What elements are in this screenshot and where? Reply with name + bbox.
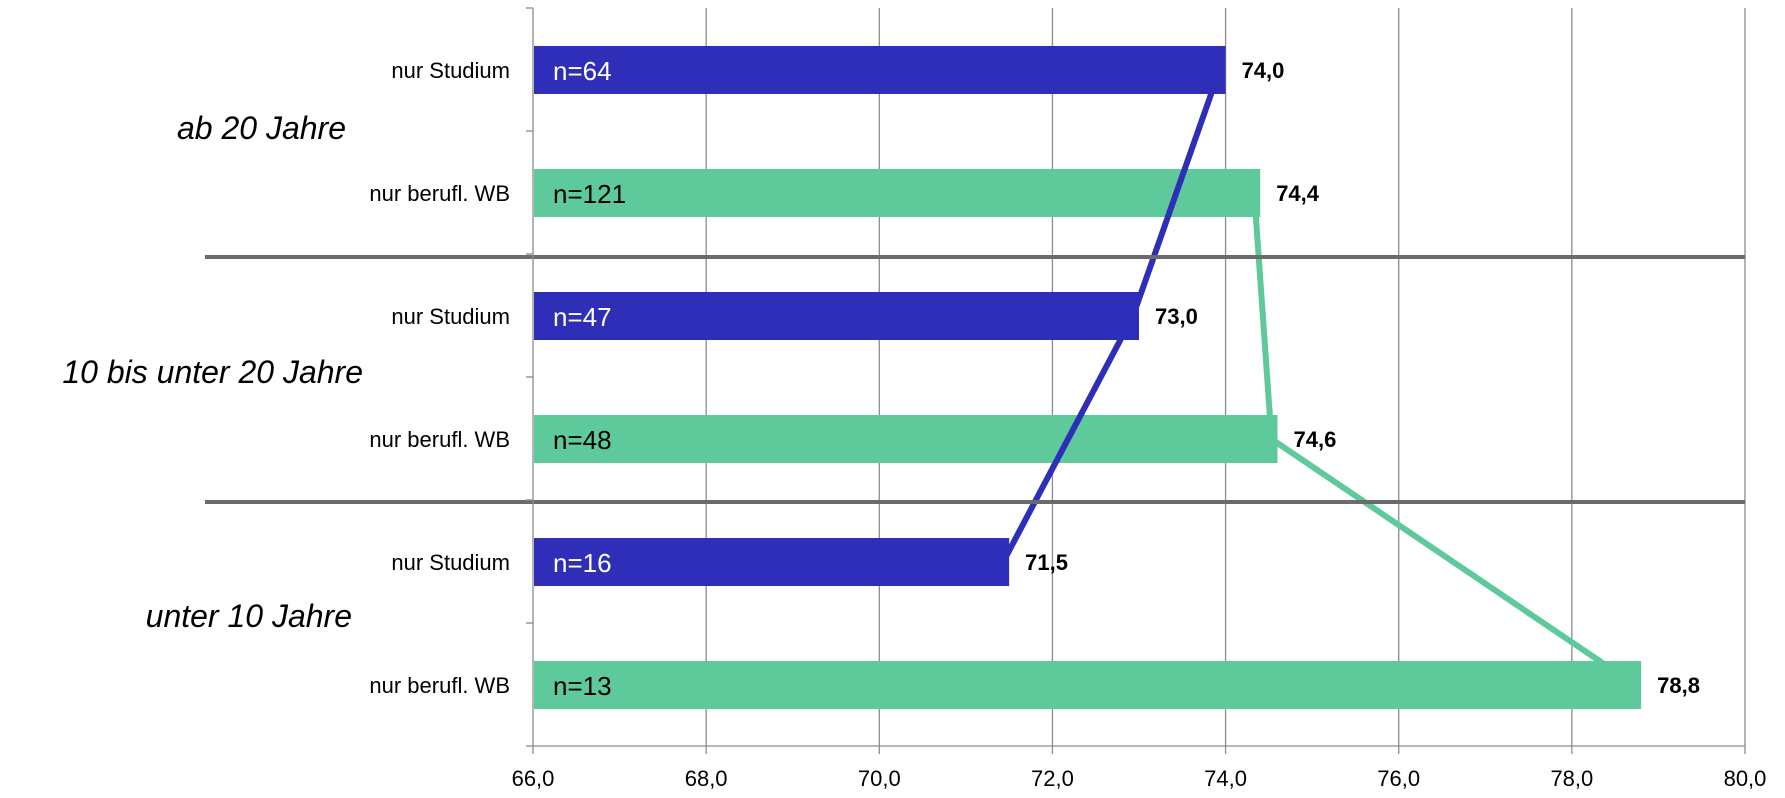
x-tick-label: 68,0 [685,766,728,791]
value-label: 73,0 [1155,304,1198,329]
bars [534,46,1642,709]
category-label: nur berufl. WB [369,181,510,206]
bar-studium [534,538,1010,586]
connector-line [1000,69,1223,564]
value-label: 71,5 [1025,550,1068,575]
axes [526,7,1746,754]
x-tick-label: 70,0 [858,766,901,791]
value-label: 74,0 [1242,58,1285,83]
n-label: n=16 [553,548,612,578]
category-label: nur Studium [391,58,510,83]
n-label: n=47 [553,302,612,332]
n-label: n=64 [553,56,612,86]
x-tick-label: 66,0 [512,766,555,791]
n-label: n=121 [553,179,626,209]
group-label: ab 20 Jahre [177,110,346,146]
category-label: nur Studium [391,550,510,575]
value-label: 74,6 [1294,427,1337,452]
bar-berufl-wb [534,661,1642,709]
connector-line [1251,192,1637,688]
n-label: n=13 [553,671,612,701]
labels: 66,0 68,0 70,0 72,0 74,0 76,0 78,0 80,0 nur Stud… [62,56,1766,791]
category-label: nur berufl. WB [369,673,510,698]
group-label: 10 bis unter 20 Jahre [62,354,363,390]
value-label: 74,4 [1276,181,1320,206]
value-label: 78,8 [1657,673,1700,698]
bar-studium [534,46,1226,94]
group-separators [205,255,1745,504]
connector-lines [1000,69,1637,688]
x-tick-label: 76,0 [1377,766,1420,791]
x-tick-label: 78,0 [1550,766,1593,791]
x-tick-label: 72,0 [1031,766,1074,791]
grid-lines [705,8,1746,746]
group-label: unter 10 Jahre [146,598,352,634]
x-tick-label: 80,0 [1724,766,1767,791]
x-tick-label: 74,0 [1204,766,1247,791]
category-label: nur Studium [391,304,510,329]
bar-berufl-wb [534,415,1278,463]
bar-berufl-wb [534,169,1261,217]
category-label: nur berufl. WB [369,427,510,452]
bar-studium [534,292,1139,340]
n-label: n=48 [553,425,612,455]
